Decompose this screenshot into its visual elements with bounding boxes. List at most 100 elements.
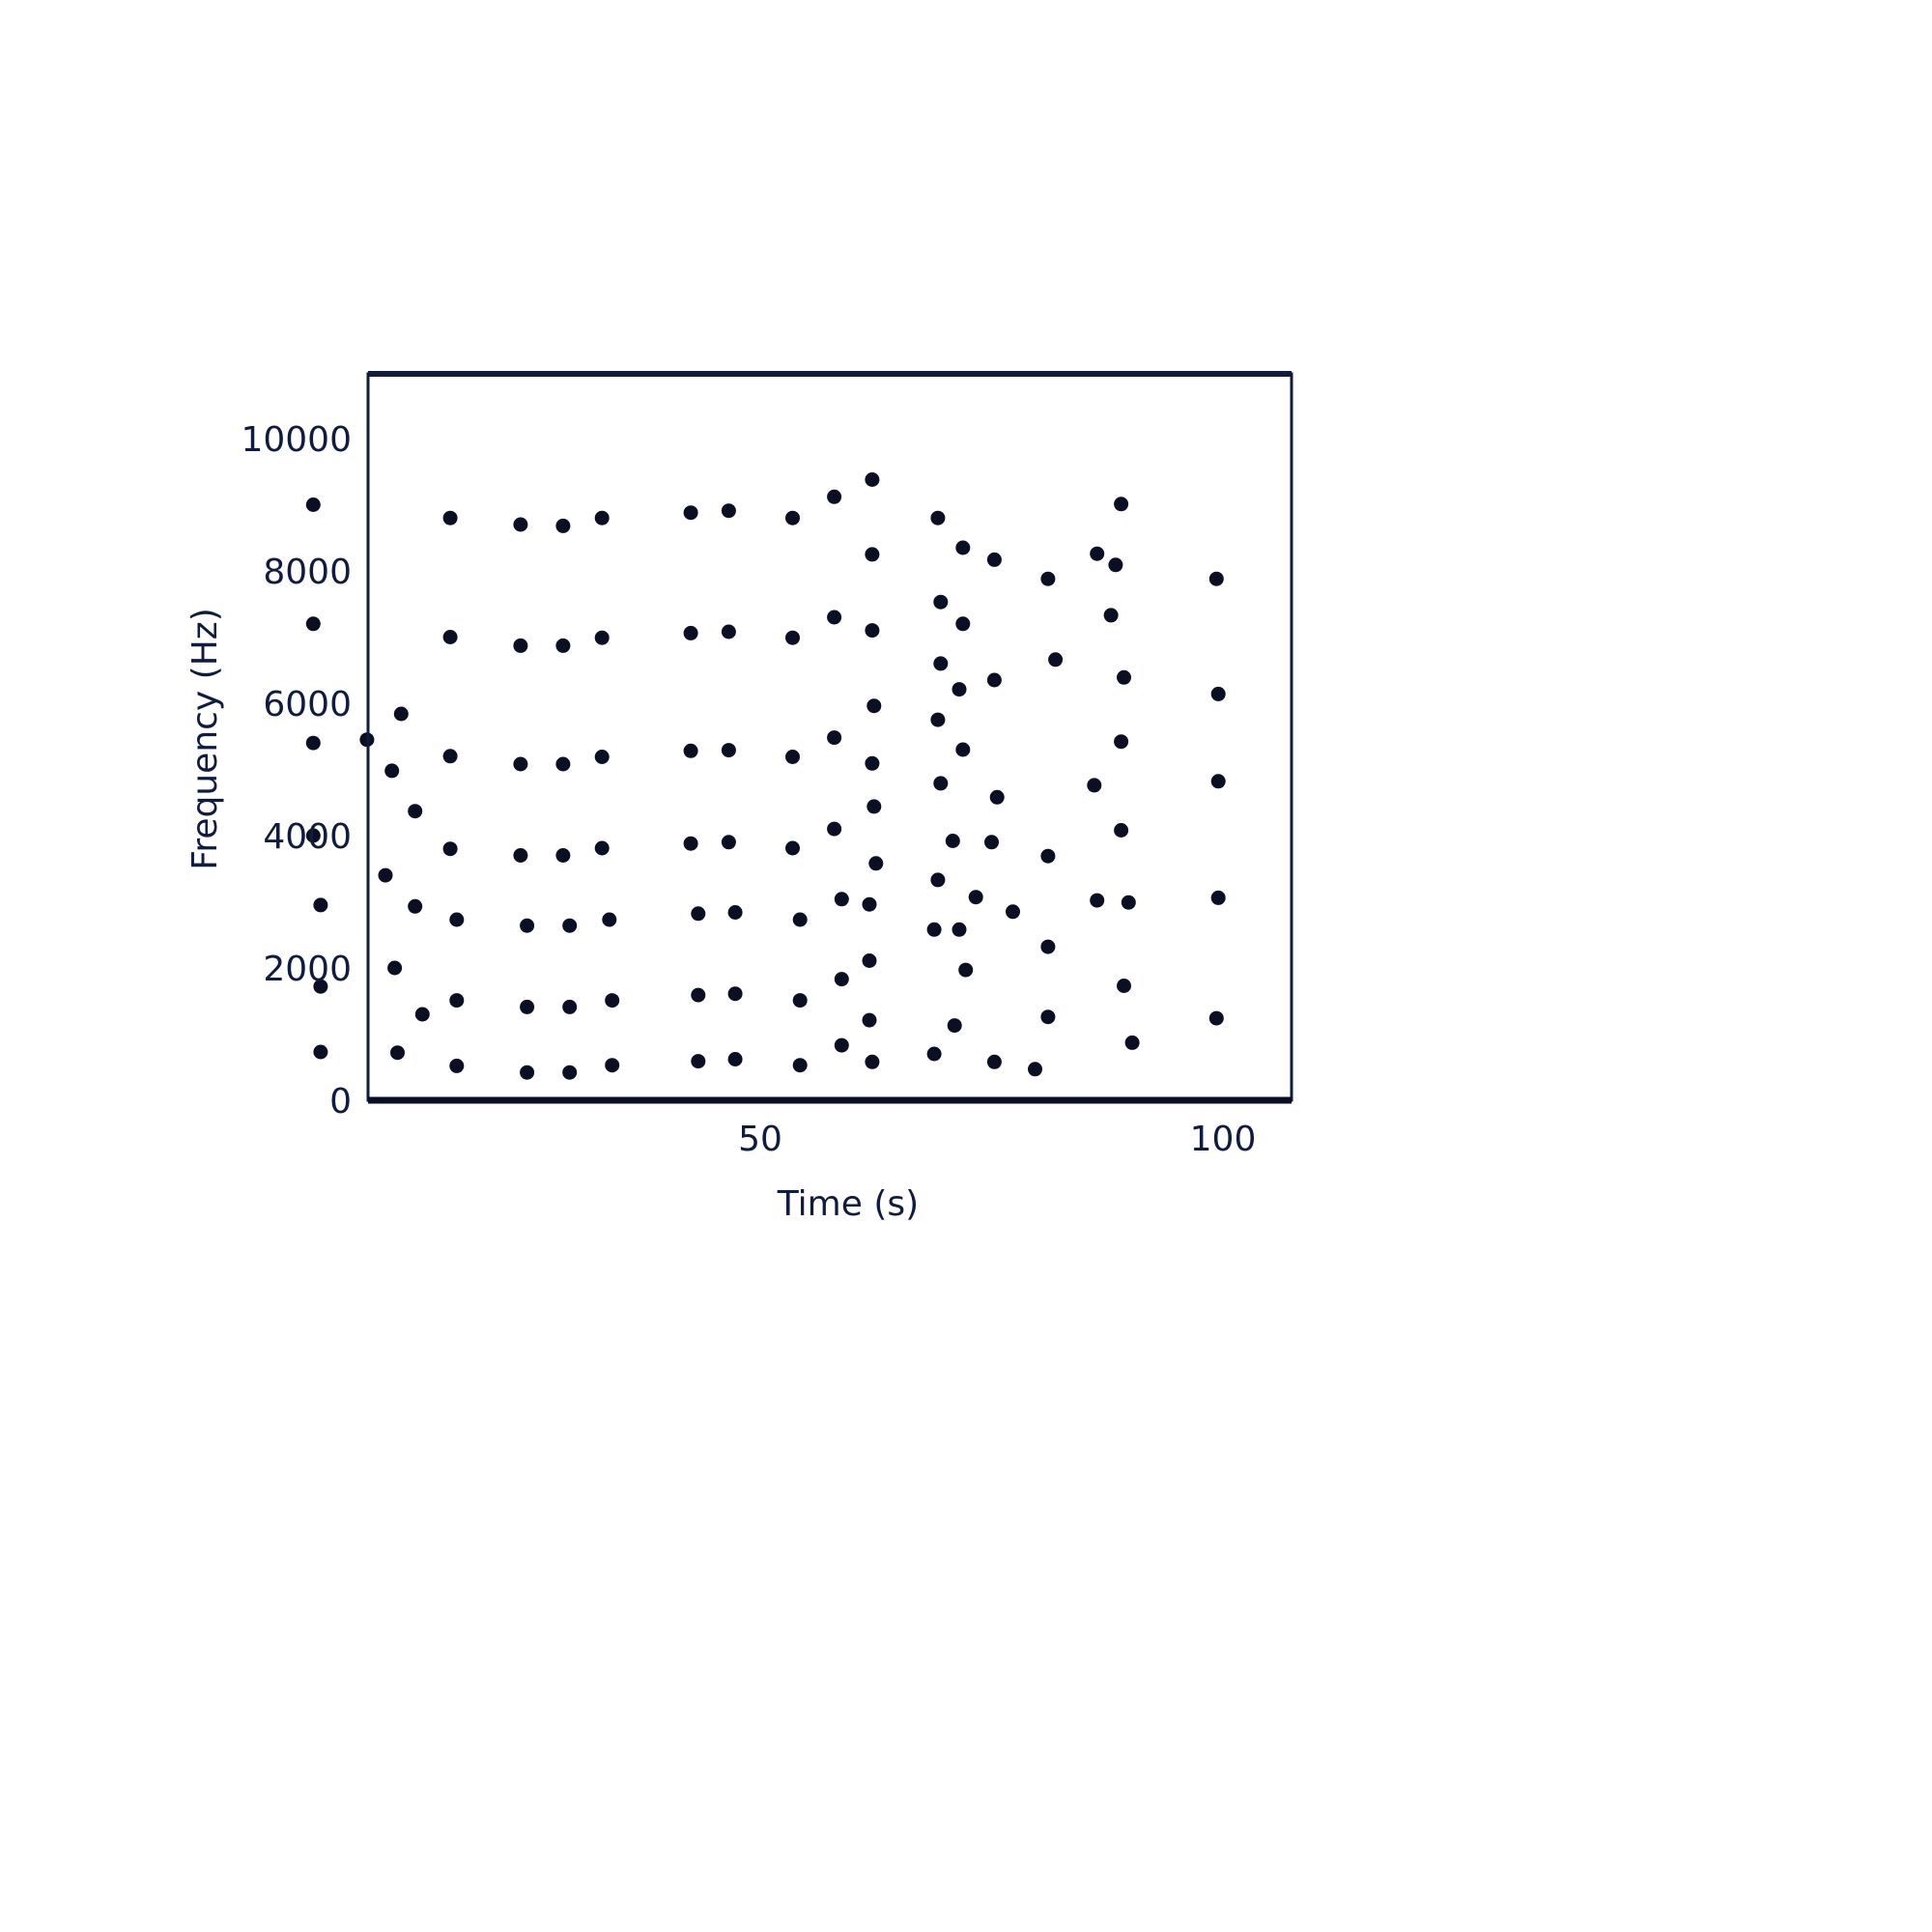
data-point	[865, 1054, 880, 1069]
data-point	[602, 912, 617, 927]
data-point	[792, 912, 808, 927]
data-point	[594, 630, 610, 645]
data-point	[862, 953, 877, 968]
data-point	[958, 962, 974, 978]
data-point	[865, 755, 880, 771]
data-point	[449, 993, 465, 1009]
data-point	[683, 836, 698, 851]
data-points	[305, 472, 1226, 1080]
data-point	[1090, 546, 1105, 561]
y-tick-label: 6000	[263, 685, 352, 724]
data-point	[1208, 571, 1224, 586]
data-point	[691, 987, 706, 1003]
data-point	[721, 835, 736, 850]
data-point	[933, 656, 949, 671]
data-point	[827, 610, 842, 625]
data-point	[555, 518, 571, 533]
data-point	[555, 756, 571, 772]
data-point	[1040, 1009, 1056, 1025]
data-point	[721, 503, 736, 519]
data-point	[1117, 979, 1131, 993]
data-point	[390, 1045, 405, 1061]
data-point	[986, 552, 1002, 567]
data-point	[555, 638, 571, 653]
data-point	[1108, 557, 1123, 573]
x-axis-ticks: 50 100	[738, 1120, 1256, 1159]
data-point	[691, 906, 706, 922]
data-point	[834, 972, 849, 987]
data-point	[727, 1052, 743, 1066]
data-point	[785, 630, 800, 645]
data-point	[865, 472, 880, 487]
data-point	[947, 1018, 962, 1034]
data-point	[305, 735, 321, 751]
data-point	[727, 905, 743, 920]
y-tick-label: 10000	[241, 420, 352, 460]
data-point	[785, 750, 800, 764]
data-point	[513, 638, 528, 653]
data-point	[955, 616, 971, 632]
data-point	[785, 510, 800, 526]
data-point	[865, 547, 880, 562]
data-point	[827, 821, 842, 837]
data-point	[1114, 823, 1129, 838]
data-point	[1028, 1062, 1042, 1077]
data-point	[313, 979, 328, 994]
data-point	[1114, 734, 1129, 750]
data-point	[313, 1044, 328, 1060]
data-point	[442, 630, 458, 644]
data-point	[933, 776, 949, 791]
data-point	[442, 749, 458, 764]
data-point	[683, 743, 698, 758]
data-point	[827, 489, 842, 504]
data-point	[945, 834, 960, 848]
data-point	[867, 799, 882, 814]
data-point	[449, 912, 465, 927]
data-point	[834, 892, 849, 907]
data-point	[408, 898, 423, 914]
data-point	[989, 789, 1005, 805]
data-point	[384, 763, 400, 779]
data-point	[792, 1058, 808, 1073]
data-point	[378, 867, 393, 883]
data-point	[513, 756, 528, 772]
data-point	[1121, 895, 1136, 910]
x-tick-label: 100	[1190, 1120, 1257, 1159]
x-axis-label: Time (s)	[777, 1184, 919, 1224]
data-point	[721, 624, 736, 639]
data-point	[520, 999, 535, 1014]
y-axis-label: Frequency (Hz)	[185, 608, 225, 869]
data-point	[513, 848, 528, 863]
data-point	[520, 1065, 535, 1080]
data-point	[930, 712, 946, 727]
data-point	[727, 986, 743, 1002]
data-point	[313, 897, 328, 913]
data-point	[834, 1037, 849, 1053]
data-point	[926, 1046, 942, 1062]
data-point	[605, 993, 620, 1009]
data-point	[984, 835, 999, 850]
data-point	[442, 841, 458, 857]
data-point	[827, 730, 842, 746]
data-point	[1040, 939, 1056, 954]
data-point	[862, 1012, 877, 1028]
data-point	[1210, 686, 1226, 701]
data-point	[1114, 497, 1129, 512]
data-point	[986, 1054, 1002, 1069]
data-point	[1048, 652, 1064, 668]
data-point	[1103, 608, 1119, 623]
data-point	[387, 960, 403, 976]
data-point	[1040, 571, 1056, 586]
data-point	[955, 742, 971, 757]
data-point	[562, 999, 578, 1014]
data-point	[562, 918, 578, 933]
data-point	[305, 616, 321, 632]
data-point	[955, 540, 971, 555]
y-tick-label: 8000	[263, 553, 352, 592]
data-point	[520, 918, 535, 933]
data-point	[305, 497, 321, 512]
data-point	[1006, 904, 1020, 920]
data-point	[414, 1007, 430, 1022]
y-axis-ticks: 0 2000 4000 6000 8000 10000	[241, 420, 352, 1122]
